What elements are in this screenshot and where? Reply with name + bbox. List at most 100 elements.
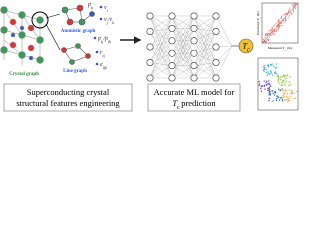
dot: [288, 89, 291, 91]
edge: [193, 62, 217, 79]
dot: [267, 64, 269, 66]
dot: [268, 100, 270, 102]
edge: [215, 15, 233, 47]
dot: [286, 99, 289, 101]
dot: [286, 93, 289, 95]
dot: [265, 33, 267, 35]
neuron: [168, 37, 176, 45]
dot: [293, 97, 295, 100]
neuron: [168, 24, 176, 32]
subscript: c: [247, 48, 250, 54]
dot: [275, 99, 278, 102]
dot: [287, 13, 289, 15]
dot: [281, 24, 283, 27]
dot: [277, 77, 280, 79]
dot: [287, 11, 290, 13]
dot: [265, 81, 267, 84]
text-part: prediction: [181, 98, 216, 108]
subscript: i: [107, 8, 109, 13]
dot: [291, 91, 293, 93]
scatter: [262, 3, 297, 43]
dot: [270, 31, 272, 33]
dot: [269, 63, 272, 66]
dot: [272, 65, 275, 68]
dot: [285, 14, 287, 16]
dot: [289, 14, 291, 17]
dot: [296, 90, 298, 93]
dot: [271, 28, 273, 30]
dot: [284, 17, 286, 19]
dot: [268, 82, 270, 85]
subscript: c: [259, 18, 262, 19]
edge: [149, 53, 173, 79]
dot: [282, 19, 284, 21]
dot: [277, 21, 279, 24]
dot: [259, 83, 261, 85]
dot: [292, 9, 295, 11]
dot: [289, 76, 291, 78]
text-part: p: [87, 2, 91, 8]
neuron: [190, 49, 198, 57]
dot: [277, 20, 280, 22]
edge: [193, 15, 217, 66]
dot: [279, 76, 282, 78]
dot: [265, 80, 268, 82]
dot: [269, 84, 271, 86]
dot: [271, 90, 274, 92]
dot: [272, 92, 274, 95]
dot: [272, 100, 274, 102]
dot: [285, 80, 288, 82]
dot: [261, 85, 264, 87]
dot: [293, 92, 295, 94]
crystal: [0, 6, 49, 65]
edge: [171, 15, 195, 54]
edge: [171, 15, 195, 41]
dot: [271, 32, 273, 34]
dot: [282, 79, 284, 82]
dot: [263, 39, 265, 41]
dot: [281, 98, 284, 101]
dot: [268, 88, 271, 91]
feature-label: eijk: [100, 62, 108, 70]
edge: [149, 15, 173, 32]
feature-label: rij: [100, 50, 105, 58]
dot: [265, 34, 267, 37]
dot: [291, 13, 293, 15]
dot: [263, 84, 266, 86]
dot: [280, 23, 282, 25]
edge: [149, 28, 173, 32]
dot: [265, 69, 268, 71]
dot: [270, 64, 273, 67]
edge: [149, 31, 173, 66]
dot: [267, 87, 269, 90]
dot: [260, 88, 262, 90]
dot: [275, 31, 277, 33]
dot: [292, 3, 294, 5]
dot: [289, 9, 291, 11]
edge: [149, 46, 173, 54]
crystal-label: Crystal graph: [9, 72, 39, 77]
dot: [277, 25, 279, 28]
edge: [149, 28, 173, 48]
dot: [276, 28, 278, 30]
caption-line: Tc prediction: [172, 98, 216, 111]
neuron: [212, 74, 220, 82]
text-part: T: [172, 98, 178, 108]
dot: [293, 3, 296, 5]
text-part: /p: [102, 36, 108, 42]
dot: [265, 71, 268, 74]
dot: [283, 74, 285, 76]
dot: [284, 84, 286, 86]
dot: [269, 90, 271, 92]
edge: [149, 31, 173, 54]
neuron: [168, 49, 176, 57]
dot: [289, 7, 291, 9]
dot: [280, 22, 282, 24]
neural-network: [146, 12, 239, 82]
text-part: v: [104, 5, 107, 11]
feature-label: vi: [104, 5, 109, 13]
edge: [193, 28, 217, 48]
dot: [262, 69, 265, 71]
neuron: [212, 43, 220, 51]
neuron: [146, 43, 154, 51]
